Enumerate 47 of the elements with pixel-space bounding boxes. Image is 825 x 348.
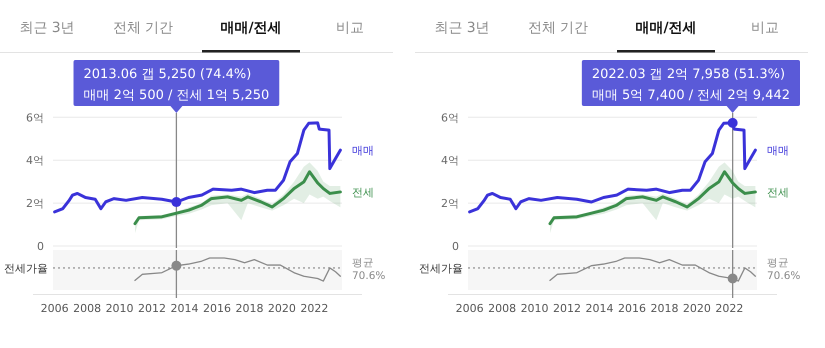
x-tick-label: 2008	[73, 302, 102, 315]
y-tick-label: 2억	[26, 197, 44, 210]
x-tick-label: 2006	[40, 302, 69, 315]
x-tick-label: 2022	[300, 302, 328, 315]
series-label: 매매	[352, 144, 374, 158]
tooltip: 2022.03 갭 2억 7,958 (51.3%) 매매 5억 7,400 / 전세 2억 9,442	[582, 60, 800, 113]
x-tick-label: 2020	[268, 302, 296, 315]
text: 비교	[336, 20, 364, 36]
line-series	[548, 170, 757, 226]
x-tick-label: 2010	[520, 302, 549, 315]
text: 매매/전세	[220, 20, 282, 36]
text: 전체 기간	[112, 20, 174, 36]
line-series	[53, 121, 342, 214]
x-tick-label: 2018	[650, 302, 678, 315]
x-tick-label: 2012	[553, 302, 582, 315]
y-tick-label: 6억	[441, 111, 459, 124]
text: 비교	[751, 20, 779, 36]
x-tick-label: 2012	[138, 302, 166, 315]
x-tick-label: 2014	[170, 302, 199, 315]
y-tick-label: 4억	[26, 154, 44, 168]
tooltip: 2013.06 갭 5,250 (74.4%) 매매 2억 500 / 전세 1억 5,250	[74, 60, 280, 113]
series-label: 전세	[767, 186, 789, 199]
x-tick-label: 2016	[202, 302, 231, 315]
y-tick-label: 6억	[26, 111, 44, 124]
x-tick-label: 2020	[682, 302, 711, 315]
text: 전세가율	[4, 262, 48, 275]
text: 최근 3년	[434, 20, 490, 36]
ref-line-label: 평균 70.6%	[767, 256, 800, 282]
x-tick-label: 2018	[235, 302, 264, 315]
x-tick-label: 2008	[488, 302, 516, 315]
x-tick-label: 2006	[456, 302, 484, 315]
y-tick-label: 0	[452, 240, 459, 253]
y-tick-label: 2억	[441, 197, 459, 210]
x-tick-label: 2010	[106, 302, 134, 315]
x-tick-label: 2014	[586, 302, 614, 315]
ref-line-label: 평균 70.6%	[352, 256, 386, 282]
y-tick-label: 0	[37, 240, 44, 253]
text: 전세가율	[419, 262, 463, 275]
text: 전체 기간	[528, 20, 588, 36]
series-label: 전세	[352, 186, 374, 199]
text: 최근 3년	[19, 20, 75, 36]
y-tick-label: 4억	[441, 154, 459, 168]
x-tick-label: 2022	[715, 302, 744, 315]
series-label: 매매	[767, 144, 789, 158]
line-series	[133, 170, 342, 226]
text: 매매/전세	[635, 20, 697, 36]
x-tick-label: 2016	[618, 302, 646, 315]
